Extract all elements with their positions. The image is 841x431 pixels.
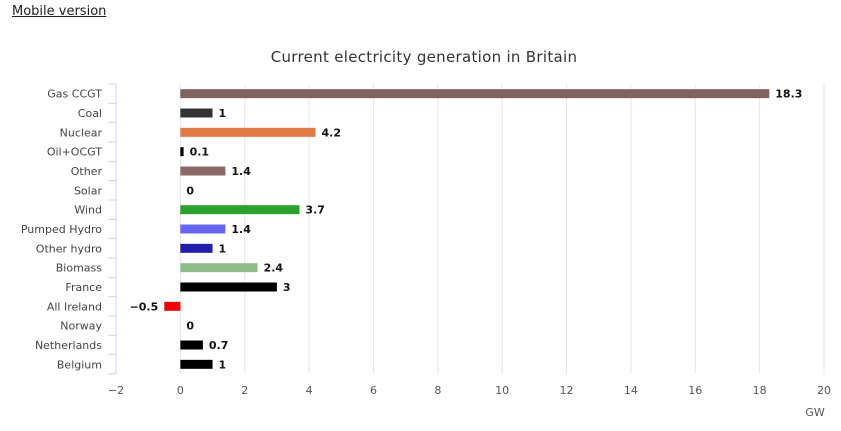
data-label: −0.5	[130, 300, 159, 313]
bar	[164, 301, 181, 311]
bar	[180, 243, 213, 253]
category-label: Netherlands	[35, 339, 102, 352]
data-label: 0	[186, 184, 194, 197]
bars	[164, 89, 770, 369]
category-label: Other	[71, 165, 103, 178]
category-label: Other hydro	[36, 242, 102, 255]
bar	[180, 282, 277, 292]
x-tick-label: 12	[560, 384, 574, 397]
category-label: Norway	[60, 320, 102, 333]
data-label: 1.4	[231, 165, 251, 178]
bar	[180, 89, 770, 99]
bar	[180, 166, 226, 176]
category-label: Belgium	[57, 358, 102, 371]
data-label: 1	[219, 107, 227, 120]
data-label: 1	[219, 242, 227, 255]
data-label: 3.7	[305, 204, 325, 217]
x-tick-label: 4	[306, 384, 313, 397]
x-axis-ticks: −2 0 2 4 6 8 10 12 14 16 18 20	[108, 384, 831, 397]
mobile-version-link[interactable]: Mobile version	[12, 4, 107, 19]
category-label: Solar	[74, 184, 103, 197]
data-label: 3	[283, 281, 291, 294]
category-label: Wind	[74, 204, 102, 217]
category-label: Gas CCGT	[47, 88, 102, 101]
bar	[180, 147, 184, 157]
category-label: France	[65, 281, 102, 294]
data-label: 0	[186, 320, 194, 333]
category-label: Nuclear	[60, 126, 103, 139]
category-labels: Gas CCGT Coal Nuclear Oil+OCGT Other Solar Win…	[21, 88, 103, 372]
data-label: 0.1	[190, 146, 210, 159]
data-label: 0.7	[209, 339, 229, 352]
bar	[180, 224, 226, 234]
category-label: All Ireland	[47, 300, 102, 313]
category-label: Pumped Hydro	[21, 223, 102, 236]
x-tick-label: 10	[495, 384, 509, 397]
bar	[180, 127, 316, 137]
bar	[180, 205, 300, 215]
category-label: Oil+OCGT	[47, 146, 102, 159]
bar	[180, 359, 213, 369]
x-tick-label: 18	[753, 384, 767, 397]
bar	[180, 108, 213, 118]
x-tick-label: 0	[177, 384, 184, 397]
data-label: 2.4	[264, 262, 284, 275]
data-label: 4.2	[322, 126, 342, 139]
x-axis-title: GW	[805, 406, 825, 419]
chart-title: Current electricity generation in Britai…	[271, 48, 578, 66]
data-label: 18.3	[775, 88, 802, 101]
data-labels: 18.3 1 4.2 0.1 1.4 0 3.7 1.4 1 2.4 3 −0.5 0 0.7 1	[130, 88, 803, 372]
category-label: Coal	[78, 107, 102, 120]
y-axis	[108, 83, 117, 375]
data-label: 1.4	[231, 223, 251, 236]
bar	[180, 263, 258, 273]
x-tick-label: 20	[817, 384, 831, 397]
data-label: 1	[219, 358, 227, 371]
x-tick-label: −2	[108, 384, 124, 397]
x-tick-label: 8	[434, 384, 441, 397]
x-tick-label: 6	[370, 384, 377, 397]
x-tick-label: 2	[241, 384, 248, 397]
x-tick-label: 14	[624, 384, 638, 397]
grid-lines	[179, 84, 825, 374]
bar	[180, 340, 203, 350]
x-tick-label: 16	[688, 384, 702, 397]
category-label: Biomass	[56, 262, 103, 275]
